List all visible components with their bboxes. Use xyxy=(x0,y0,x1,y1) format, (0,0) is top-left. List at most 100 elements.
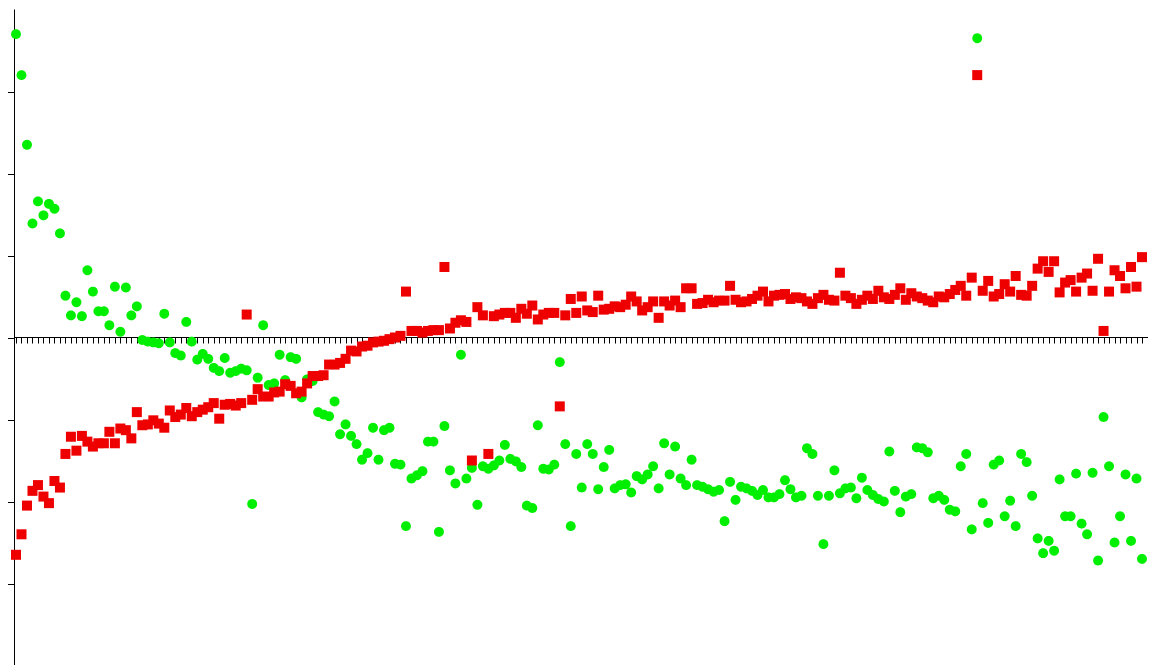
circle-point xyxy=(71,297,82,308)
circle-point xyxy=(1016,448,1027,459)
square-point xyxy=(620,299,631,310)
circle-point xyxy=(675,473,686,484)
square-point xyxy=(148,415,159,426)
square-point xyxy=(269,387,280,398)
square-point xyxy=(571,307,582,318)
square-point xyxy=(549,307,560,318)
square-point xyxy=(1087,285,1098,296)
circle-point xyxy=(664,469,675,480)
circle-point xyxy=(400,521,411,532)
square-point xyxy=(939,292,950,303)
square-point xyxy=(966,272,977,283)
square-point xyxy=(126,433,137,444)
square-point xyxy=(686,283,697,294)
square-point xyxy=(274,386,285,397)
square-point xyxy=(829,295,840,306)
square-point xyxy=(324,359,335,370)
square-point xyxy=(741,296,752,307)
circle-point xyxy=(829,465,840,476)
square-point xyxy=(384,334,395,345)
square-point xyxy=(32,480,43,491)
square-point xyxy=(587,307,598,318)
square-point xyxy=(115,423,126,434)
square-point xyxy=(54,482,65,493)
square-point xyxy=(532,314,543,325)
circle-point xyxy=(653,483,664,494)
square-point xyxy=(1076,272,1087,283)
square-point xyxy=(285,380,296,391)
square-point xyxy=(1054,287,1065,298)
circle-point xyxy=(587,448,598,459)
circle-point xyxy=(983,517,994,528)
circle-point xyxy=(247,498,258,509)
circle-point xyxy=(417,466,428,477)
square-point xyxy=(65,431,76,442)
circle-point xyxy=(60,290,71,301)
circle-point xyxy=(955,461,966,472)
square-point xyxy=(499,307,510,318)
circle-point xyxy=(1109,537,1120,548)
circle-point xyxy=(104,320,115,331)
square-point xyxy=(263,391,274,402)
square-point xyxy=(411,325,422,336)
square-point xyxy=(219,399,230,410)
circle-point xyxy=(845,482,856,493)
square-point xyxy=(911,291,922,302)
square-point xyxy=(153,418,164,429)
square-point xyxy=(653,312,664,323)
circle-point xyxy=(1065,511,1076,522)
square-point xyxy=(554,401,565,412)
square-point xyxy=(477,310,488,321)
circle-point xyxy=(1082,529,1093,540)
circle-point xyxy=(576,482,587,493)
circle-point xyxy=(1076,518,1087,529)
square-point xyxy=(1098,325,1109,336)
square-point xyxy=(428,325,439,336)
circle-point xyxy=(686,454,697,465)
square-point xyxy=(170,412,181,423)
square-point xyxy=(186,411,197,422)
circle-point xyxy=(571,448,582,459)
square-point xyxy=(692,298,703,309)
circle-point xyxy=(324,411,335,422)
square-point xyxy=(1027,280,1038,291)
circle-point xyxy=(219,353,230,363)
square-point xyxy=(87,441,98,452)
circle-point xyxy=(1131,473,1142,484)
square-point xyxy=(736,297,747,308)
circle-point xyxy=(851,493,862,504)
circle-point xyxy=(269,378,280,389)
circle-point xyxy=(856,472,867,483)
circle-point xyxy=(906,489,917,500)
circle-point xyxy=(796,490,807,501)
square-point xyxy=(763,296,774,307)
circle-point xyxy=(966,524,977,535)
square-point xyxy=(917,293,928,304)
square-point xyxy=(779,289,790,300)
square-point xyxy=(703,294,714,305)
square-point xyxy=(1043,266,1054,277)
square-point xyxy=(351,346,362,357)
circle-point xyxy=(214,366,225,377)
circle-point xyxy=(87,286,98,297)
square-point xyxy=(988,291,999,302)
circle-point xyxy=(181,316,192,327)
square-point xyxy=(98,438,109,449)
circle-point xyxy=(351,439,362,450)
square-point xyxy=(439,261,450,272)
square-point xyxy=(648,296,659,307)
square-point xyxy=(21,500,32,511)
circle-point xyxy=(719,516,730,527)
circle-point xyxy=(65,310,76,321)
circle-point xyxy=(1021,457,1032,468)
circle-point xyxy=(241,365,252,376)
circle-point xyxy=(1032,533,1043,544)
circle-point xyxy=(922,447,933,458)
circle-point xyxy=(32,196,43,207)
square-point xyxy=(27,485,38,496)
square-point xyxy=(752,290,763,301)
square-point xyxy=(258,391,269,402)
square-point xyxy=(302,378,313,389)
circle-point xyxy=(450,478,461,489)
